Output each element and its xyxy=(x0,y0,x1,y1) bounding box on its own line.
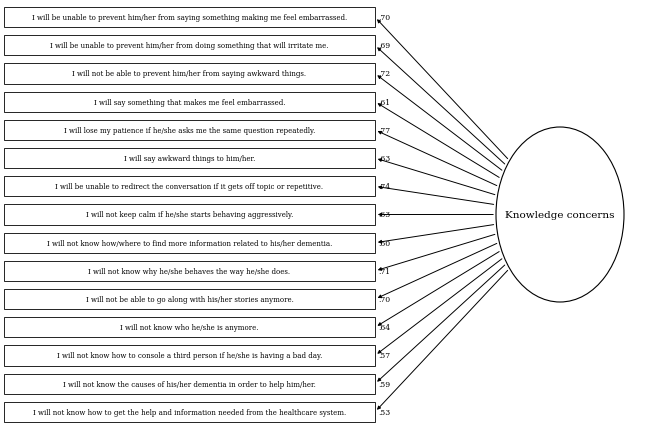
FancyBboxPatch shape xyxy=(4,317,375,338)
FancyBboxPatch shape xyxy=(4,8,375,28)
Text: I will not know who he/she is anymore.: I will not know who he/she is anymore. xyxy=(120,323,259,332)
Text: Knowledge concerns: Knowledge concerns xyxy=(505,211,615,219)
FancyBboxPatch shape xyxy=(4,205,375,225)
FancyBboxPatch shape xyxy=(4,64,375,84)
Ellipse shape xyxy=(496,128,624,302)
Text: .61: .61 xyxy=(378,98,390,107)
Text: .63: .63 xyxy=(378,155,390,163)
Text: I will be unable to prevent him/her from doing something that will irritate me.: I will be unable to prevent him/her from… xyxy=(50,42,329,50)
Text: I will be unable to redirect the conversation if it gets off topic or repetitive: I will be unable to redirect the convers… xyxy=(56,183,324,191)
Text: .71: .71 xyxy=(378,267,390,275)
Text: I will say awkward things to him/her.: I will say awkward things to him/her. xyxy=(124,155,255,163)
FancyBboxPatch shape xyxy=(4,233,375,253)
Text: I will not be able to prevent him/her from saying awkward things.: I will not be able to prevent him/her fr… xyxy=(72,71,307,78)
Text: .60: .60 xyxy=(378,239,390,247)
FancyBboxPatch shape xyxy=(4,120,375,141)
Text: .77: .77 xyxy=(378,126,390,135)
FancyBboxPatch shape xyxy=(4,261,375,281)
FancyBboxPatch shape xyxy=(4,36,375,56)
FancyBboxPatch shape xyxy=(4,374,375,394)
Text: I will not know the causes of his/her dementia in order to help him/her.: I will not know the causes of his/her de… xyxy=(63,380,316,388)
Text: I will not know why he/she behaves the way he/she does.: I will not know why he/she behaves the w… xyxy=(88,267,291,275)
Text: I will not keep calm if he/she starts behaving aggressively.: I will not keep calm if he/she starts be… xyxy=(86,211,293,219)
Text: .70: .70 xyxy=(378,295,390,304)
Text: .59: .59 xyxy=(378,380,390,388)
Text: .74: .74 xyxy=(378,183,390,191)
Text: I will not know how to console a third person if he/she is having a bad day.: I will not know how to console a third p… xyxy=(57,352,322,359)
Text: .69: .69 xyxy=(378,42,390,50)
Text: I will not be able to go along with his/her stories anymore.: I will not be able to go along with his/… xyxy=(86,295,293,304)
Text: .63: .63 xyxy=(378,211,390,219)
Text: I will lose my patience if he/she asks me the same question repeatedly.: I will lose my patience if he/she asks m… xyxy=(64,126,315,135)
FancyBboxPatch shape xyxy=(4,149,375,169)
Text: I will not know how/where to find more information related to his/her dementia.: I will not know how/where to find more i… xyxy=(47,239,332,247)
Text: .53: .53 xyxy=(378,408,390,416)
Text: .64: .64 xyxy=(378,323,390,332)
FancyBboxPatch shape xyxy=(4,346,375,366)
Text: I will be unable to prevent him/her from saying something making me feel embarra: I will be unable to prevent him/her from… xyxy=(32,14,347,22)
Text: .70: .70 xyxy=(378,14,390,22)
FancyBboxPatch shape xyxy=(4,402,375,422)
FancyBboxPatch shape xyxy=(4,92,375,113)
FancyBboxPatch shape xyxy=(4,177,375,197)
Text: .72: .72 xyxy=(378,71,390,78)
Text: I will not know how to get the help and information needed from the healthcare s: I will not know how to get the help and … xyxy=(33,408,346,416)
FancyBboxPatch shape xyxy=(4,289,375,310)
Text: I will say something that makes me feel embarrassed.: I will say something that makes me feel … xyxy=(94,98,285,107)
Text: .57: .57 xyxy=(378,352,390,359)
